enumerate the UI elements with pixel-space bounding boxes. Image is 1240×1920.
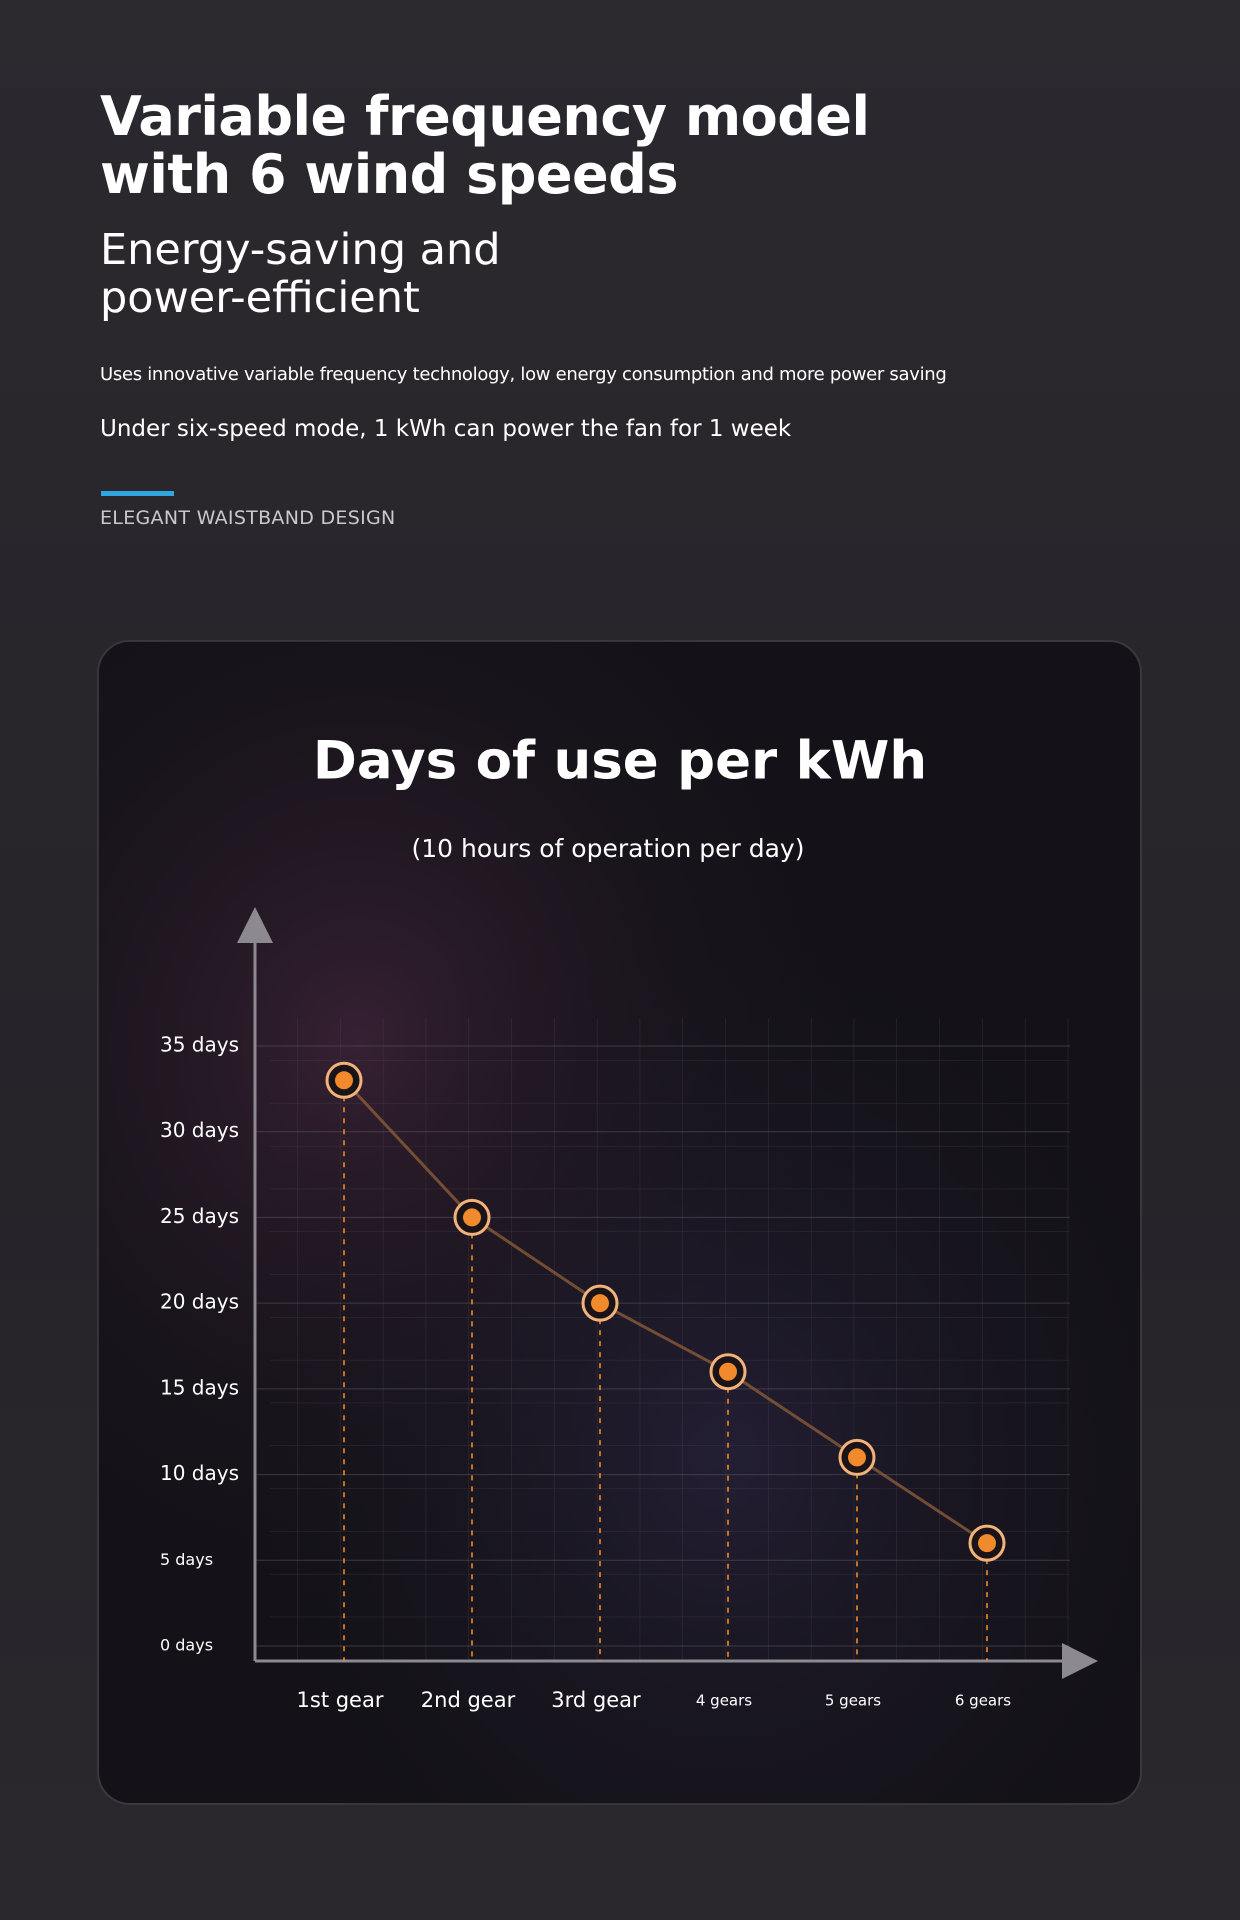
description: Uses innovative variable frequency techn…: [100, 364, 947, 385]
y-tick-label: 0 days: [160, 1636, 213, 1655]
subheadline: Energy-saving and power-efficient: [100, 225, 501, 323]
highlight: Under six-speed mode, 1 kWh can power th…: [100, 416, 792, 442]
y-tick-label: 5 days: [160, 1550, 213, 1569]
marker-dot: [848, 1448, 866, 1467]
x-tick-label: 4 gears: [696, 1692, 752, 1710]
marker-dot: [463, 1208, 481, 1227]
headline: Variable frequency model with 6 wind spe…: [100, 85, 870, 206]
accent-bar: [101, 491, 174, 496]
y-tick-label: 25 days: [160, 1204, 239, 1228]
data-line: [342, 1079, 988, 1545]
x-tick-label: 2nd gear: [421, 1688, 516, 1712]
y-tick-label: 35 days: [160, 1033, 239, 1057]
y-tick-label: 15 days: [160, 1375, 239, 1399]
marker-dot: [719, 1362, 737, 1381]
marker-dot: [978, 1534, 996, 1553]
x-tick-label: 6 gears: [955, 1692, 1011, 1710]
y-tick-label: 10 days: [160, 1461, 239, 1485]
section-label: ELEGANT WAISTBAND DESIGN: [100, 507, 396, 529]
chart-subtitle: (10 hours of operation per day): [412, 834, 805, 863]
marker-dot: [335, 1071, 353, 1090]
y-tick-label: 30 days: [160, 1118, 239, 1142]
x-tick-label: 5 gears: [825, 1692, 881, 1710]
marker-dot: [591, 1294, 609, 1313]
x-tick-label: 3rd gear: [551, 1688, 641, 1712]
chart-title: Days of use per kWh: [313, 731, 927, 792]
x-tick-label: 1st gear: [297, 1688, 384, 1712]
y-tick-label: 20 days: [160, 1290, 239, 1314]
